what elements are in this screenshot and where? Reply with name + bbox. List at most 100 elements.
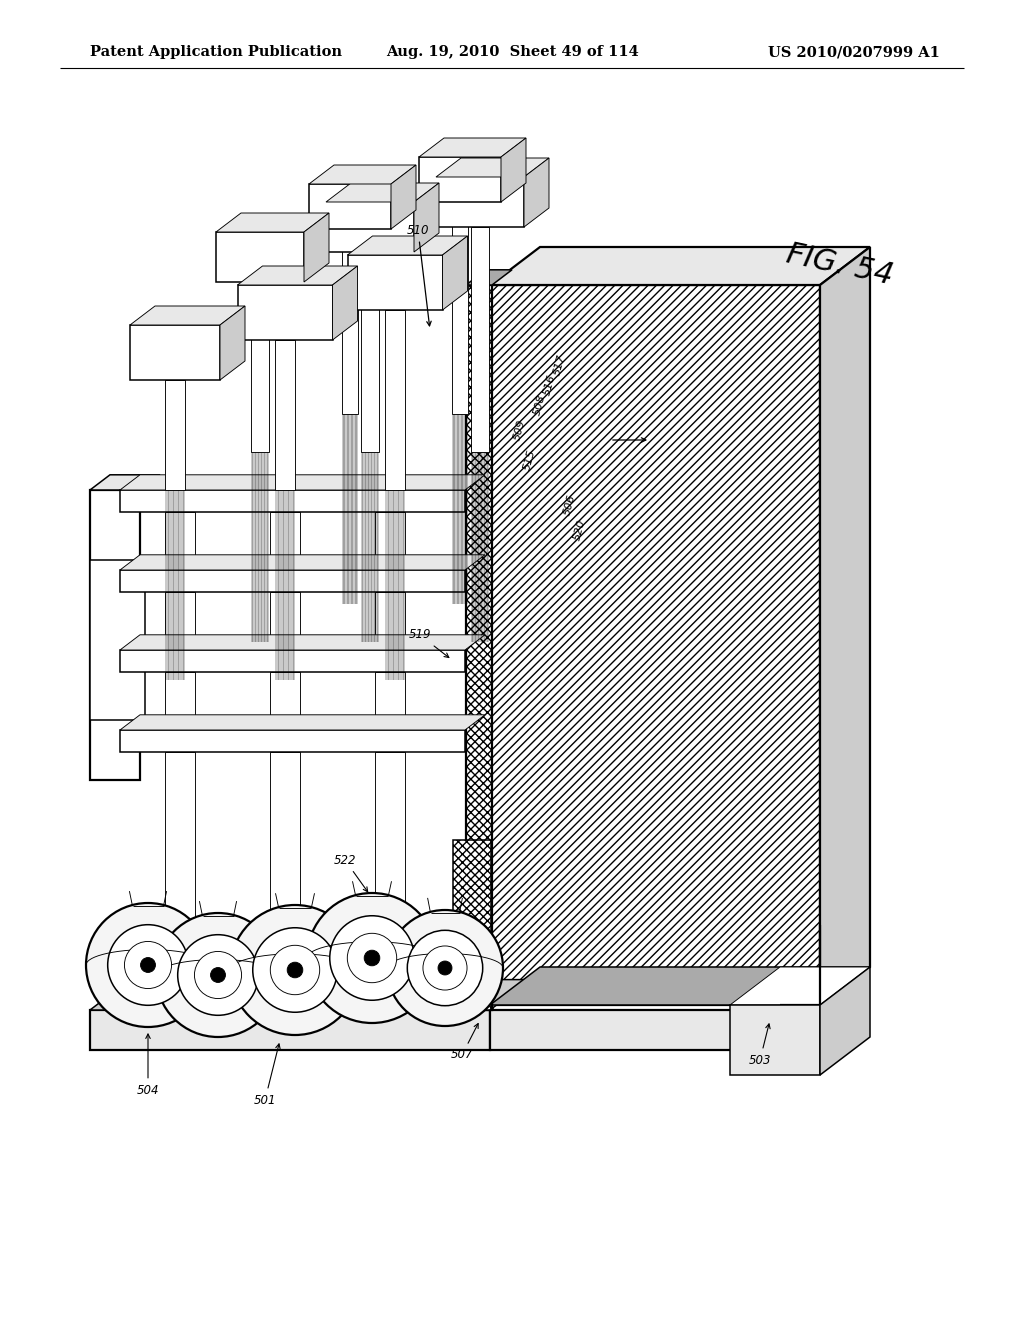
Circle shape [195,952,242,998]
Polygon shape [165,380,185,490]
Circle shape [365,950,380,966]
Polygon shape [304,213,329,282]
Polygon shape [270,591,300,649]
Polygon shape [120,570,465,591]
Circle shape [438,961,452,975]
Text: 506: 506 [562,494,578,516]
Polygon shape [90,1010,490,1049]
Polygon shape [90,490,140,780]
Polygon shape [165,512,195,570]
Polygon shape [347,255,442,310]
Text: 515: 515 [522,449,538,471]
Circle shape [423,946,467,990]
Polygon shape [452,202,468,414]
Polygon shape [120,635,485,649]
Text: 507: 507 [451,1023,478,1061]
Polygon shape [391,165,416,228]
Polygon shape [326,183,439,202]
Polygon shape [120,649,465,672]
Polygon shape [238,285,333,341]
Polygon shape [90,979,530,1010]
Text: 522: 522 [334,854,368,892]
Polygon shape [442,236,468,310]
Text: 504: 504 [137,1034,160,1097]
Text: 517: 517 [552,354,567,376]
Circle shape [253,928,337,1012]
Polygon shape [275,341,295,490]
Polygon shape [361,252,379,451]
Text: 509: 509 [512,418,527,442]
Circle shape [387,909,503,1026]
Text: 520: 520 [572,519,588,541]
Polygon shape [120,554,485,570]
Polygon shape [490,1010,820,1049]
Polygon shape [90,560,145,719]
Polygon shape [251,282,269,451]
Polygon shape [238,267,357,285]
Polygon shape [270,752,300,970]
Polygon shape [120,490,465,512]
Polygon shape [501,139,526,202]
Circle shape [125,941,172,989]
Polygon shape [419,157,501,202]
Text: 519: 519 [409,628,449,657]
Polygon shape [471,227,489,451]
Polygon shape [375,512,406,570]
Text: FIG. 54: FIG. 54 [784,239,896,290]
Polygon shape [490,285,820,1005]
Text: Aug. 19, 2010  Sheet 49 of 114: Aug. 19, 2010 Sheet 49 of 114 [386,45,638,59]
Text: 503: 503 [749,1024,771,1067]
Text: 501: 501 [254,1044,281,1106]
Text: US 2010/0207999 A1: US 2010/0207999 A1 [768,45,940,59]
Polygon shape [820,968,870,1074]
Polygon shape [120,475,485,490]
Circle shape [347,933,396,982]
Circle shape [307,894,437,1023]
Polygon shape [730,968,870,1005]
Polygon shape [90,475,160,490]
Circle shape [211,968,225,982]
Polygon shape [105,979,493,1010]
Polygon shape [466,285,492,1010]
Polygon shape [375,752,406,970]
Polygon shape [216,232,304,282]
Polygon shape [165,752,195,970]
Polygon shape [490,247,870,285]
Circle shape [86,903,210,1027]
Polygon shape [165,672,195,730]
Polygon shape [730,1005,820,1074]
Circle shape [156,913,280,1038]
Polygon shape [220,306,245,380]
Polygon shape [270,672,300,730]
Polygon shape [309,183,391,228]
Text: 508: 508 [532,393,548,417]
Polygon shape [466,269,512,285]
Circle shape [108,925,188,1006]
Polygon shape [820,247,870,1005]
Circle shape [287,962,303,978]
Text: 510: 510 [407,223,431,326]
Circle shape [270,945,319,995]
Circle shape [330,916,415,1001]
Circle shape [230,906,360,1035]
Polygon shape [309,165,416,183]
Polygon shape [436,158,549,177]
Text: 516: 516 [543,374,558,396]
Circle shape [178,935,258,1015]
Polygon shape [130,306,245,325]
Polygon shape [524,158,549,227]
Polygon shape [385,310,406,490]
Circle shape [408,931,482,1006]
Polygon shape [342,228,358,414]
Polygon shape [453,840,490,1010]
Polygon shape [216,213,329,232]
Polygon shape [326,202,414,252]
Text: Patent Application Publication: Patent Application Publication [90,45,342,59]
Polygon shape [333,267,357,341]
Polygon shape [490,968,870,1005]
Polygon shape [375,672,406,730]
Polygon shape [436,177,524,227]
Polygon shape [130,325,220,380]
Polygon shape [414,183,439,252]
Polygon shape [120,715,485,730]
